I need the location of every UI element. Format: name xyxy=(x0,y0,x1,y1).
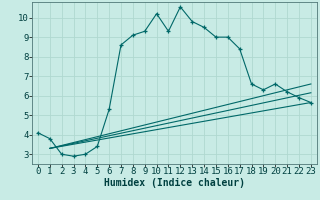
X-axis label: Humidex (Indice chaleur): Humidex (Indice chaleur) xyxy=(104,178,245,188)
